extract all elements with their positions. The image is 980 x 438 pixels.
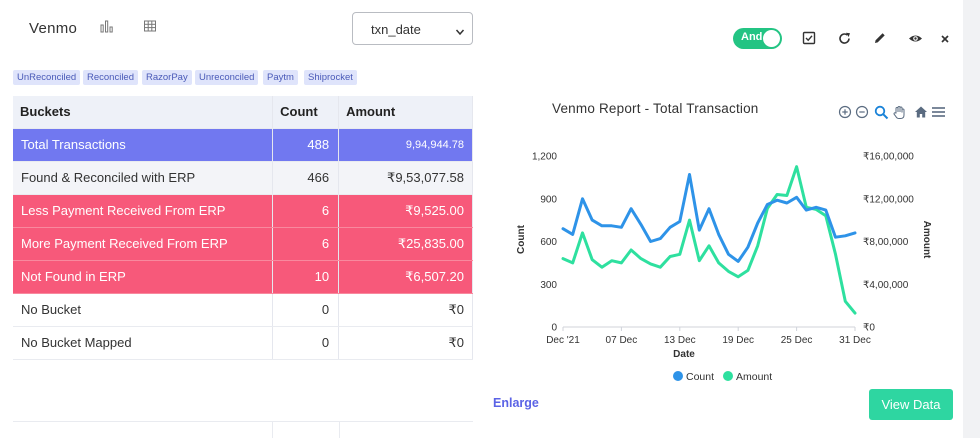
table-row[interactable]: Found & Reconciled with ERP 466 ₹9,53,07…: [13, 161, 473, 195]
x-tick-label: 31 Dec: [839, 335, 871, 346]
date-field-select-value: txn_date: [371, 22, 421, 37]
enlarge-link[interactable]: Enlarge: [493, 396, 539, 410]
legend-item-count[interactable]: Count: [673, 371, 714, 383]
bucket-name: Total Transactions: [13, 128, 274, 162]
table-grid-icon[interactable]: [143, 19, 159, 35]
header-bar: Venmo txn_date And: [0, 0, 980, 62]
edit-pencil-icon[interactable]: [873, 31, 889, 47]
header-buckets: Buckets: [13, 96, 274, 129]
y-left-tick-label: 300: [540, 280, 557, 291]
y-left-axis-title: Count: [516, 224, 527, 254]
toggle-knob: [763, 30, 780, 47]
bucket-count: 466: [272, 161, 340, 195]
line-chart: 0 300 600 900 1,200 ₹0 ₹4,00,000 ₹8,00,000 ₹12,0…: [516, 152, 932, 361]
x-axis-title: Date: [673, 349, 695, 360]
date-field-select[interactable]: txn_date: [352, 12, 473, 45]
chevron-down-icon: [455, 24, 465, 36]
column-divider: [339, 422, 340, 438]
series-line-count: [561, 173, 857, 263]
toggle-label: And: [741, 31, 763, 43]
y-right-axis-title: Amount: [921, 221, 932, 259]
x-tick-label: Dec '21: [546, 335, 580, 346]
zoom-out-icon[interactable]: [855, 105, 870, 120]
buckets-table: Buckets Count Amount Total Transactions …: [13, 96, 473, 360]
bucket-name: Less Payment Received From ERP: [13, 194, 274, 228]
legend-marker-count: [673, 371, 683, 381]
table-row[interactable]: No Bucket 0 ₹0: [13, 293, 473, 327]
bucket-name: No Bucket: [13, 293, 274, 327]
y-left-tick-label: 900: [540, 194, 557, 205]
eye-icon[interactable]: [908, 31, 924, 47]
table-header-row: Buckets Count Amount: [13, 96, 473, 129]
series-line-amount: [561, 165, 857, 315]
bucket-name: Not Found in ERP: [13, 260, 274, 294]
bar-chart-icon[interactable]: [100, 19, 116, 35]
bucket-name: No Bucket Mapped: [13, 326, 274, 360]
bucket-amount: ₹0: [338, 326, 473, 360]
bucket-count: 0: [272, 293, 340, 327]
table-row[interactable]: More Payment Received From ERP 6 ₹25,835…: [13, 227, 473, 261]
bucket-amount: 9,94,944.78: [338, 128, 473, 162]
tag-unreconciled-2[interactable]: Unreconciled: [195, 70, 259, 85]
bucket-amount: ₹25,835.00: [338, 227, 473, 261]
zoom-in-icon[interactable]: [838, 105, 853, 120]
close-icon[interactable]: [939, 31, 955, 47]
legend-marker-amount: [723, 371, 733, 381]
y-right-tick-label: ₹16,00,000: [863, 152, 914, 163]
legend-item-amount[interactable]: Amount: [723, 371, 772, 383]
tag-shiprocket[interactable]: Shiprocket: [304, 70, 357, 85]
and-or-toggle[interactable]: And: [733, 28, 782, 49]
x-tick-label: 25 Dec: [781, 335, 813, 346]
bucket-count: 488: [272, 128, 340, 162]
scrollbar-track[interactable]: [963, 0, 980, 438]
header-amount: Amount: [338, 96, 473, 129]
menu-icon[interactable]: [931, 105, 946, 120]
table-row[interactable]: Less Payment Received From ERP 6 ₹9,525.…: [13, 194, 473, 228]
tag-paytm[interactable]: Paytm: [263, 70, 298, 85]
bucket-name: More Payment Received From ERP: [13, 227, 274, 261]
bucket-name: Found & Reconciled with ERP: [13, 161, 274, 195]
pan-hand-icon[interactable]: [892, 105, 907, 120]
bucket-amount: ₹0: [338, 293, 473, 327]
tag-reconciled[interactable]: Reconciled: [83, 70, 138, 85]
chart-toolbar: [838, 105, 948, 123]
legend-label-amount: Amount: [736, 371, 773, 383]
y-right-tick-label: ₹4,00,000: [863, 280, 909, 291]
y-right-tick-label: ₹12,00,000: [863, 194, 914, 205]
view-data-button[interactable]: View Data: [869, 389, 953, 420]
bucket-count: 6: [272, 227, 340, 261]
y-left-tick-label: 0: [551, 323, 557, 334]
column-divider: [272, 422, 273, 438]
bucket-amount: ₹9,53,077.58: [338, 161, 473, 195]
home-icon[interactable]: [914, 105, 929, 120]
table-row[interactable]: Not Found in ERP 10 ₹6,507.20: [13, 260, 473, 294]
table-row[interactable]: Total Transactions 488 9,94,944.78: [13, 128, 473, 162]
header-count: Count: [272, 96, 340, 129]
tag-unreconciled[interactable]: UnReconciled: [13, 70, 81, 85]
app-title: Venmo: [29, 20, 78, 37]
checkbox-icon[interactable]: [802, 31, 818, 47]
refresh-icon[interactable]: [837, 31, 853, 47]
x-tick-label: 13 Dec: [664, 335, 696, 346]
bucket-amount: ₹9,525.00: [338, 194, 473, 228]
table-empty-row: [13, 421, 473, 438]
chart-title: Venmo Report - Total Transaction: [552, 101, 759, 116]
y-right-tick-label: ₹0: [863, 323, 875, 334]
bucket-count: 10: [272, 260, 340, 294]
bucket-count: 6: [272, 194, 340, 228]
y-right-tick-label: ₹8,00,000: [863, 237, 909, 248]
y-left-tick-label: 600: [540, 237, 557, 248]
x-tick-label: 19 Dec: [722, 335, 754, 346]
search-zoom-icon[interactable]: [874, 105, 889, 120]
table-row[interactable]: No Bucket Mapped 0 ₹0: [13, 326, 473, 360]
legend-label-count: Count: [686, 371, 715, 383]
x-tick-label: 07 Dec: [606, 335, 638, 346]
y-left-tick-label: 1,200: [532, 152, 557, 163]
bucket-amount: ₹6,507.20: [338, 260, 473, 294]
tag-razorpay[interactable]: RazorPay: [142, 70, 192, 85]
bucket-count: 0: [272, 326, 340, 360]
